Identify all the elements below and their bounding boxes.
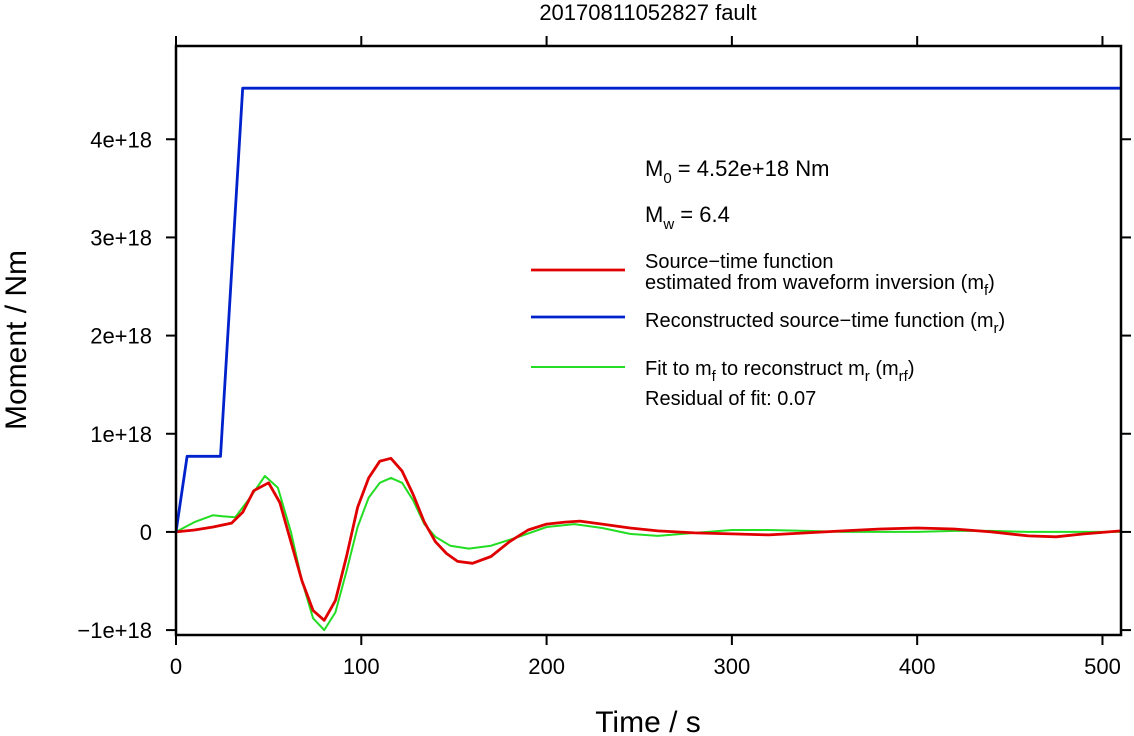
series-line-mr xyxy=(176,86,1121,533)
legend-label-mrf: Fit to mf to reconstruct mr (mrf) xyxy=(645,358,915,385)
series-line-mrf xyxy=(176,475,1121,632)
chart-title: 20170811052827 fault xyxy=(539,0,756,25)
mw-annotation: Mw = 6.4 xyxy=(645,202,730,233)
m0-annotation: M0 = 4.52e+18 Nm xyxy=(645,156,829,187)
x-tick-label: 100 xyxy=(343,654,380,679)
y-axis-label: Moment / Nm xyxy=(0,250,33,430)
y-tick-label: 4e+18 xyxy=(90,127,152,152)
plot-frame xyxy=(174,44,1123,637)
x-tick-label: 200 xyxy=(528,654,565,679)
x-tick-label: 500 xyxy=(1084,654,1121,679)
y-tick-label: −1e+18 xyxy=(77,618,152,643)
x-axis-label: Time / s xyxy=(595,706,701,736)
x-tick-label: 400 xyxy=(899,654,936,679)
y-tick-label: 3e+18 xyxy=(90,225,152,250)
legend-label-mf: estimated from waveform inversion (mf) xyxy=(645,272,995,299)
legend-label-mr: Reconstructed source−time function (mr) xyxy=(645,310,1005,337)
residual-annotation: Residual of fit: 0.07 xyxy=(645,388,816,410)
x-tick-label: 300 xyxy=(714,654,751,679)
x-tick-label: 0 xyxy=(170,654,182,679)
y-tick-label: 0 xyxy=(140,520,152,545)
y-tick-label: 2e+18 xyxy=(90,324,152,349)
y-tick-label: 1e+18 xyxy=(90,422,152,447)
legend-label-mf: Source−time function xyxy=(645,251,833,273)
series-line-mf xyxy=(176,456,1121,622)
